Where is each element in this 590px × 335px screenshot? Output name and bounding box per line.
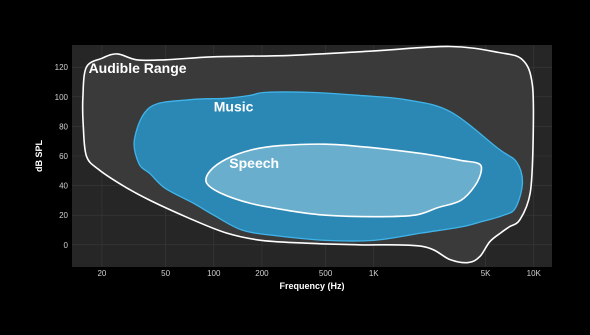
region-label-music-region: Music: [214, 99, 254, 115]
y-tick-label: 20: [59, 211, 68, 220]
y-tick-label: 40: [59, 182, 68, 191]
y-tick-label: 60: [59, 152, 68, 161]
x-tick-label: 5K: [481, 269, 491, 278]
x-tick-label: 100: [207, 269, 221, 278]
y-axis-ticks: 0 20 40 60 80 100 120: [55, 63, 69, 250]
x-tick-label: 1K: [369, 269, 379, 278]
y-tick-label: 80: [59, 122, 68, 131]
x-tick-label: 10K: [527, 269, 542, 278]
y-axis-title: dB SPL: [34, 140, 44, 173]
x-axis-ticks: 20 50 100 200 500 1K 5K 10K: [97, 269, 541, 278]
x-tick-label: 500: [319, 269, 333, 278]
range-regions: [81, 45, 535, 264]
y-tick-label: 100: [55, 93, 69, 102]
x-tick-label: 50: [161, 269, 170, 278]
x-tick-label: 20: [97, 269, 106, 278]
x-tick-label: 200: [255, 269, 269, 278]
x-axis-title: Frequency (Hz): [279, 281, 344, 291]
region-label-audible-range-region: Audible Range: [89, 60, 187, 76]
y-tick-label: 120: [55, 63, 69, 72]
region-label-speech-region: Speech: [229, 155, 279, 171]
speech-region: [205, 143, 483, 218]
region-labels: Audible Range Music Speech: [89, 60, 280, 171]
y-tick-label: 0: [64, 241, 69, 250]
